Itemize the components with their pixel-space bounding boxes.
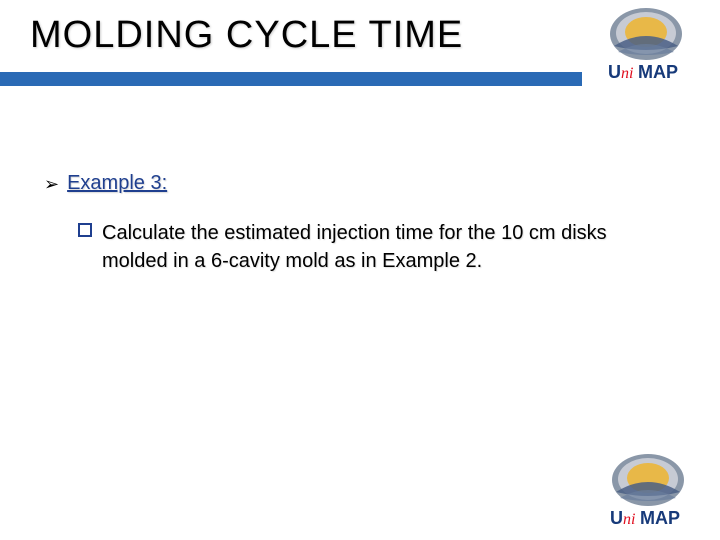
title-underline-bar xyxy=(0,72,582,86)
svg-text:MAP: MAP xyxy=(640,508,680,528)
arrow-bullet-icon: ➢ xyxy=(44,172,59,197)
svg-text:ni: ni xyxy=(623,511,635,528)
example-body-row: Calculate the estimated injection time f… xyxy=(78,219,676,275)
square-bullet-icon xyxy=(78,223,92,237)
example-heading-row: ➢ Example 3: xyxy=(44,172,676,197)
university-logo-top: U ni MAP xyxy=(596,6,696,84)
example-body-text: Calculate the estimated injection time f… xyxy=(102,219,676,275)
content-area: ➢ Example 3: Calculate the estimated inj… xyxy=(0,57,720,275)
university-logo-bottom: U ni MAP xyxy=(598,452,698,530)
svg-text:ni: ni xyxy=(621,65,633,82)
example-label: Example 3: xyxy=(67,172,167,195)
svg-text:MAP: MAP xyxy=(638,62,678,82)
svg-text:U: U xyxy=(610,508,623,528)
svg-text:U: U xyxy=(608,62,621,82)
